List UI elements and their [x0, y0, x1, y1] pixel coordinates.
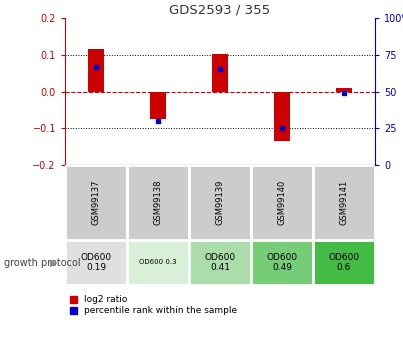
Text: GSM99140: GSM99140 [278, 180, 287, 225]
Text: ▶: ▶ [50, 257, 57, 267]
Text: GSM99141: GSM99141 [339, 180, 349, 225]
Bar [65, 240, 127, 285]
Legend: log2 ratio, percentile rank within the sample: log2 ratio, percentile rank within the s… [69, 295, 237, 315]
Text: OD600
0.6: OD600 0.6 [328, 253, 359, 272]
Bar [65, 165, 127, 240]
Text: GSM99138: GSM99138 [154, 180, 162, 225]
Bar [88, 49, 104, 91]
Text: GSM99139: GSM99139 [216, 180, 224, 225]
Bar [189, 165, 251, 240]
Bar [127, 240, 189, 285]
Bar [313, 240, 375, 285]
Bar [251, 240, 313, 285]
Bar [251, 165, 313, 240]
Bar [212, 54, 228, 91]
Bar [336, 88, 352, 91]
Text: OD600
0.49: OD600 0.49 [266, 253, 297, 272]
Title: GDS2593 / 355: GDS2593 / 355 [169, 4, 270, 17]
Text: OD600
0.41: OD600 0.41 [204, 253, 236, 272]
Bar [313, 165, 375, 240]
Text: growth protocol: growth protocol [4, 257, 81, 267]
Text: OD600
0.19: OD600 0.19 [81, 253, 112, 272]
Bar [274, 91, 290, 141]
Bar [127, 165, 189, 240]
Text: GSM99137: GSM99137 [91, 180, 100, 225]
Bar [189, 240, 251, 285]
Bar [150, 91, 166, 119]
Text: OD600 0.3: OD600 0.3 [139, 259, 177, 266]
